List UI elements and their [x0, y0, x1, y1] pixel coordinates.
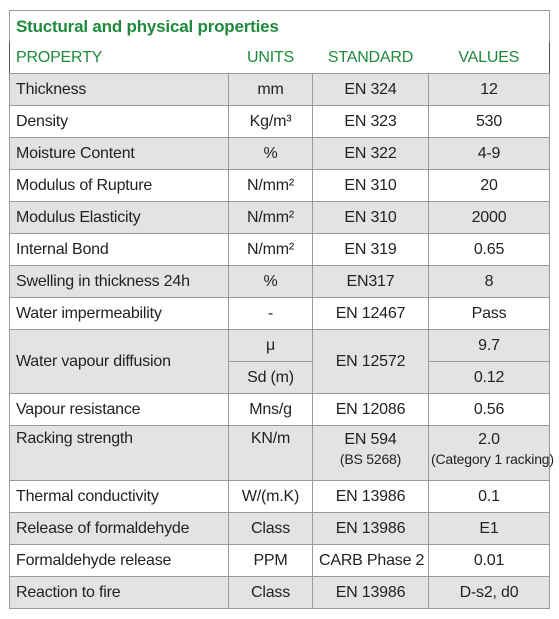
standard-cell-line: EN 594 [344, 431, 397, 448]
standard-cell: EN 594 (BS 5268) [312, 425, 429, 481]
property-cell: Density [9, 105, 229, 138]
value-cell-line: 2.0 [478, 431, 500, 448]
standard-cell: EN 324 [312, 73, 429, 106]
property-cell: Release of formaldehyde [9, 512, 229, 545]
standard-cell: EN 13986 [312, 576, 429, 609]
standard-cell: EN 13986 [312, 512, 429, 545]
standard-cell: EN 310 [312, 201, 429, 234]
property-cell: Modulus of Rupture [9, 169, 229, 202]
table-row: Water vapour diffusion μ EN 12572 9.7 [9, 329, 551, 394]
column-header: STANDARD [312, 42, 429, 74]
value-cell: 8 [427, 265, 551, 298]
value-cell: 12 [427, 73, 551, 106]
value-cell: 0.56 [427, 393, 551, 426]
units-cell: % [228, 265, 313, 298]
table-row: Sd (m) 0.12 [10, 361, 551, 394]
properties-table: Stuctural and physical properties PROPERT… [8, 10, 554, 609]
property-cell: Swelling in thickness 24h [9, 265, 229, 298]
standard-cell-note: (BS 5268) [339, 451, 402, 467]
standard-cell: EN 322 [312, 137, 429, 170]
value-cell: 0.01 [427, 544, 551, 577]
column-header: UNITS [228, 42, 313, 74]
table-row: Racking strength KN/m EN 594 (BS 5268) 2.0 (C… [9, 425, 554, 481]
units-cell: Mns/g [228, 393, 313, 426]
value-cell: 9.7 [427, 329, 551, 362]
units-cell: KN/m [228, 425, 313, 481]
units-cell: N/mm² [228, 233, 313, 266]
table-row: Release of formaldehyde Class EN 13986 E1 [9, 512, 551, 545]
table-row: Thermal conductivity W/(m.K) EN 13986 0.1 [9, 480, 551, 513]
property-cell: Thermal conductivity [9, 480, 229, 513]
standard-cell: EN 12086 [312, 393, 429, 426]
standard-cell: EN317 [312, 265, 429, 298]
property-cell: Reaction to fire [9, 576, 229, 609]
value-cell-note: (Category 1 racking) [431, 451, 554, 467]
standard-cell: EN 12467 [312, 297, 429, 330]
value-cell: 530 [427, 105, 551, 138]
table-title: Stuctural and physical properties [8, 10, 551, 42]
table-row: Reaction to fire Class EN 13986 D-s2, d0 [9, 576, 551, 609]
value-cell: Pass [427, 297, 551, 330]
value-cell: 0.1 [427, 480, 551, 513]
table-row: Modulus of Rupture N/mm² EN 310 20 [9, 169, 551, 202]
standard-cell: EN 319 [312, 233, 429, 266]
property-cell: Modulus Elasticity [9, 201, 229, 234]
value-cell: 2.0 (Category 1 racking) [427, 425, 554, 481]
table-row: Moisture Content% EN 322 4-9 [9, 137, 551, 170]
property-cell: Vapour resistance [9, 393, 229, 426]
value-cell: E1 [427, 512, 551, 545]
units-cell: μ [228, 329, 313, 362]
standard-cell: EN 310 [312, 169, 429, 202]
value-cell: 2000 [427, 201, 551, 234]
table-row: Thickness mm EN 324 12 [9, 73, 551, 106]
property-cell: Thickness [9, 73, 229, 106]
column-header: PROPERTY [9, 42, 229, 74]
table-row: Swelling in thickness 24h% EN317 8 [9, 265, 551, 298]
standard-cell: EN 12572 [312, 329, 429, 394]
property-cell: Formaldehyde release [9, 544, 229, 577]
property-cell: Racking strength [9, 425, 229, 481]
units-cell: W/(m.K) [228, 480, 313, 513]
units-cell: Class [228, 512, 313, 545]
units-cell: Class [228, 576, 313, 609]
units-cell: N/mm² [228, 169, 313, 202]
property-cell: Moisture Content [9, 137, 229, 170]
table-row: Vapour resistance Mns/g EN 12086 0.56 [9, 393, 551, 426]
table-row: Formaldehyde release PPM CARB Phase 2 0.01 [9, 544, 551, 577]
units-cell: - [228, 297, 313, 330]
property-cell: Water impermeability [9, 297, 229, 330]
header-row: PROPERTY UNITS STANDARD VALUES [9, 42, 550, 74]
column-header: VALUES [428, 42, 550, 74]
table-row: Modulus Elasticity N/mm² EN 310 2000 [9, 201, 551, 234]
table: Stuctural and physical properties PROPERT… [8, 10, 554, 609]
value-cell: D-s2, d0 [427, 576, 551, 609]
table-row: Water impermeability - EN 12467 Pass [9, 297, 551, 330]
table-row: Density Kg/m³ EN 323 530 [9, 105, 551, 138]
standard-cell: CARB Phase 2 [312, 544, 429, 577]
table-row: Internal Bond N/mm² EN 319 0.65 [9, 233, 551, 266]
value-cell: 20 [427, 169, 551, 202]
value-cell: 0.12 [427, 361, 551, 394]
standard-cell: EN 13986 [312, 480, 429, 513]
value-cell: 0.65 [427, 233, 551, 266]
units-cell: Sd (m) [228, 361, 313, 394]
units-cell: mm [228, 73, 313, 106]
property-cell: Water vapour diffusion [9, 329, 229, 394]
units-cell: % [228, 137, 313, 170]
units-cell: N/mm² [228, 201, 313, 234]
property-cell: Internal Bond [9, 233, 229, 266]
standard-cell: EN 323 [312, 105, 429, 138]
value-cell: 4-9 [427, 137, 551, 170]
title-row: Stuctural and physical properties [8, 10, 551, 42]
units-cell: PPM [228, 544, 313, 577]
units-cell: Kg/m³ [228, 105, 313, 138]
